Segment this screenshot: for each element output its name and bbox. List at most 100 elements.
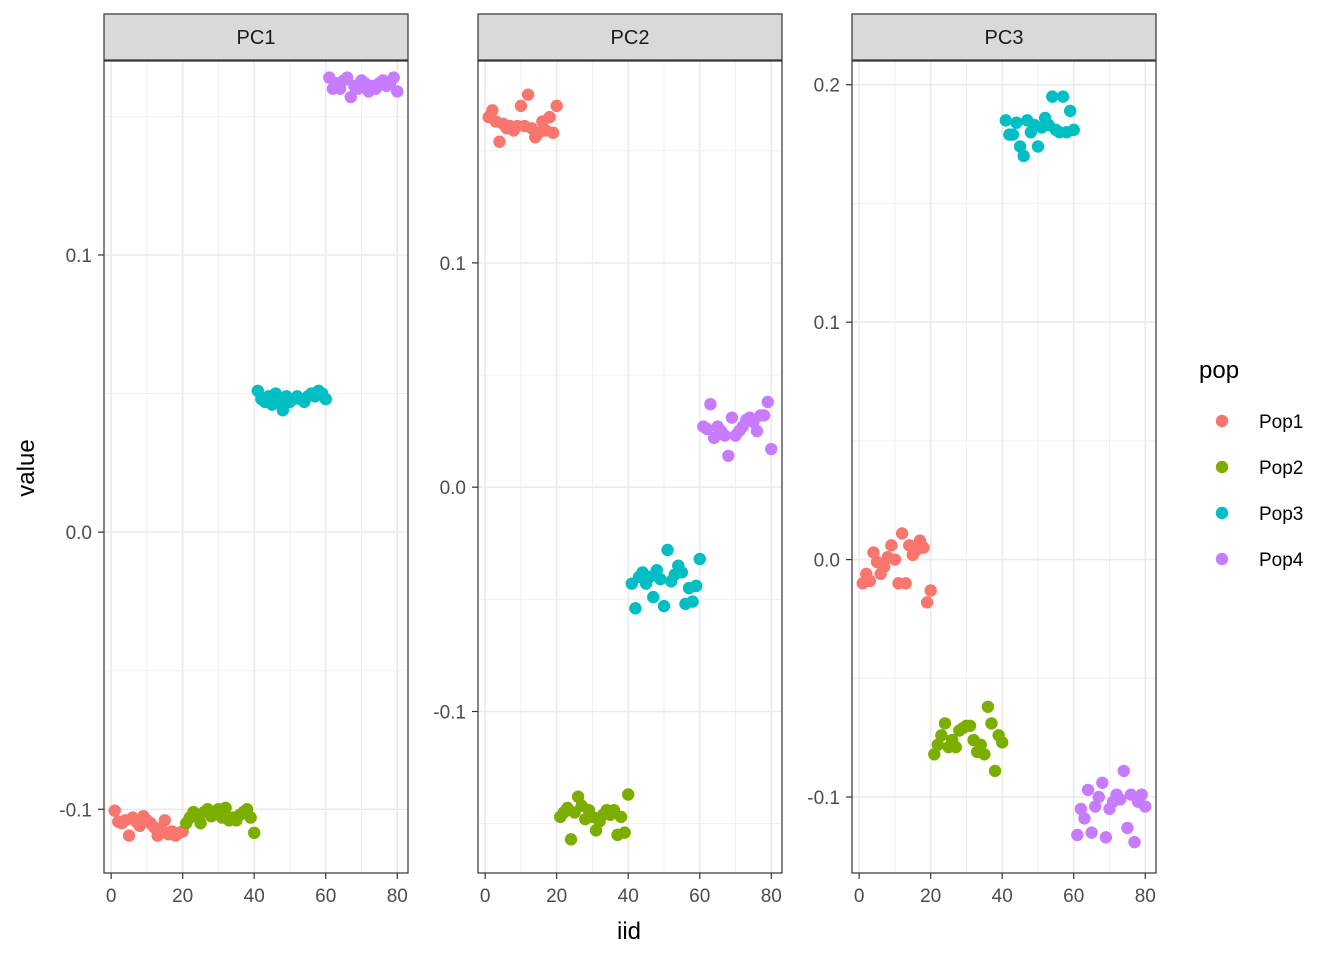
x-tick-label: 80	[1135, 886, 1156, 907]
panel-pc1: PC1 0 20 40 60 80 -0.1 0.0 0.1	[59, 13, 409, 907]
x-tick-label: 60	[1063, 886, 1084, 907]
data-point	[661, 543, 674, 557]
legend-key	[1215, 506, 1229, 520]
legend-item-pop3: Pop3	[1215, 504, 1303, 525]
data-point	[1117, 764, 1131, 778]
series-pop3	[625, 543, 706, 615]
data-point	[1013, 140, 1027, 153]
series-pop2	[180, 801, 261, 840]
data-point	[647, 590, 660, 604]
data-point	[219, 801, 232, 815]
data-point	[704, 397, 717, 411]
data-point	[974, 738, 987, 751]
data-point	[949, 740, 962, 754]
y-tick-label: 0.0	[814, 551, 840, 572]
series-pop3	[251, 384, 332, 417]
legend-label: Pop3	[1259, 504, 1303, 525]
data-point	[1006, 128, 1020, 141]
x-tick-label: 40	[618, 886, 639, 907]
y-tick-label: 0.1	[440, 254, 466, 275]
x-tick-label: 40	[244, 886, 265, 907]
facet-strip	[477, 13, 783, 61]
data-point	[564, 833, 578, 846]
legend-key	[1215, 460, 1229, 474]
series-pop1	[482, 88, 563, 148]
data-point	[999, 114, 1012, 127]
y-tick-label: -0.1	[59, 800, 92, 821]
data-point	[722, 449, 735, 462]
data-point	[486, 104, 499, 117]
panel-border	[477, 60, 783, 874]
data-point	[1135, 788, 1148, 801]
data-point	[877, 560, 891, 573]
data-point	[1056, 90, 1070, 103]
legend-key	[1215, 414, 1229, 428]
data-point	[1063, 104, 1077, 118]
x-tick-label: 20	[172, 886, 193, 907]
data-point	[920, 596, 934, 609]
data-point	[978, 748, 991, 761]
panel-border	[851, 60, 1157, 874]
data-point	[194, 816, 207, 830]
legend-label: Pop1	[1259, 412, 1303, 433]
x-tick-label: 0	[854, 886, 865, 907]
x-tick-label: 0	[480, 886, 491, 907]
data-point	[629, 602, 642, 615]
data-point	[935, 729, 948, 742]
x-tick-label: 80	[761, 886, 782, 907]
x-tick-label: 60	[689, 886, 710, 907]
panel-background	[104, 61, 408, 873]
data-point	[761, 395, 774, 409]
panel-background	[478, 61, 782, 873]
data-point	[654, 572, 667, 586]
data-point	[700, 422, 714, 436]
data-point	[750, 424, 764, 438]
y-tick-label: -0.1	[433, 702, 466, 723]
legend-label: Pop4	[1259, 550, 1304, 571]
data-point	[319, 392, 332, 406]
data-point	[1114, 793, 1127, 806]
panel-border	[103, 60, 409, 874]
data-point	[521, 88, 535, 101]
data-point	[924, 584, 937, 597]
facet-strip-label: PC3	[985, 27, 1024, 49]
data-point	[244, 811, 257, 824]
data-point	[657, 599, 671, 613]
series-pop4	[1071, 764, 1152, 849]
x-tick-label: 60	[315, 886, 336, 907]
data-point	[1099, 831, 1113, 844]
data-point	[122, 829, 136, 842]
series-pop1	[856, 527, 937, 609]
data-point	[341, 71, 354, 84]
data-point	[276, 403, 290, 417]
y-tick-label: -0.1	[807, 788, 840, 809]
y-tick-label: 0.0	[66, 523, 92, 544]
legend-item-pop4: Pop4	[1215, 550, 1304, 571]
x-axis-title: iid	[617, 918, 641, 945]
data-point	[1078, 812, 1091, 825]
facet-strip-label: PC2	[611, 27, 650, 49]
data-point	[689, 579, 703, 593]
data-point	[757, 409, 771, 422]
data-point	[963, 719, 977, 732]
data-point	[1010, 116, 1023, 129]
data-point	[543, 110, 556, 124]
panel-pc3: PC3 0 20 40 60 80 -0.1 0.0 0.1 0.2	[807, 13, 1157, 907]
data-point	[1139, 800, 1152, 813]
data-point	[1046, 90, 1059, 103]
data-point	[1121, 821, 1134, 835]
data-point	[985, 717, 998, 730]
data-point	[614, 810, 628, 824]
data-point	[550, 99, 563, 113]
data-point	[248, 826, 261, 840]
data-point	[1071, 828, 1084, 842]
y-tick-label: 0.2	[814, 76, 840, 97]
data-point	[618, 826, 631, 839]
series-pop3	[999, 90, 1080, 163]
data-point	[622, 788, 635, 801]
y-tick-label: 0.1	[66, 246, 92, 267]
data-point	[1031, 140, 1045, 153]
data-point	[1085, 826, 1098, 839]
x-tick-label: 20	[546, 886, 567, 907]
